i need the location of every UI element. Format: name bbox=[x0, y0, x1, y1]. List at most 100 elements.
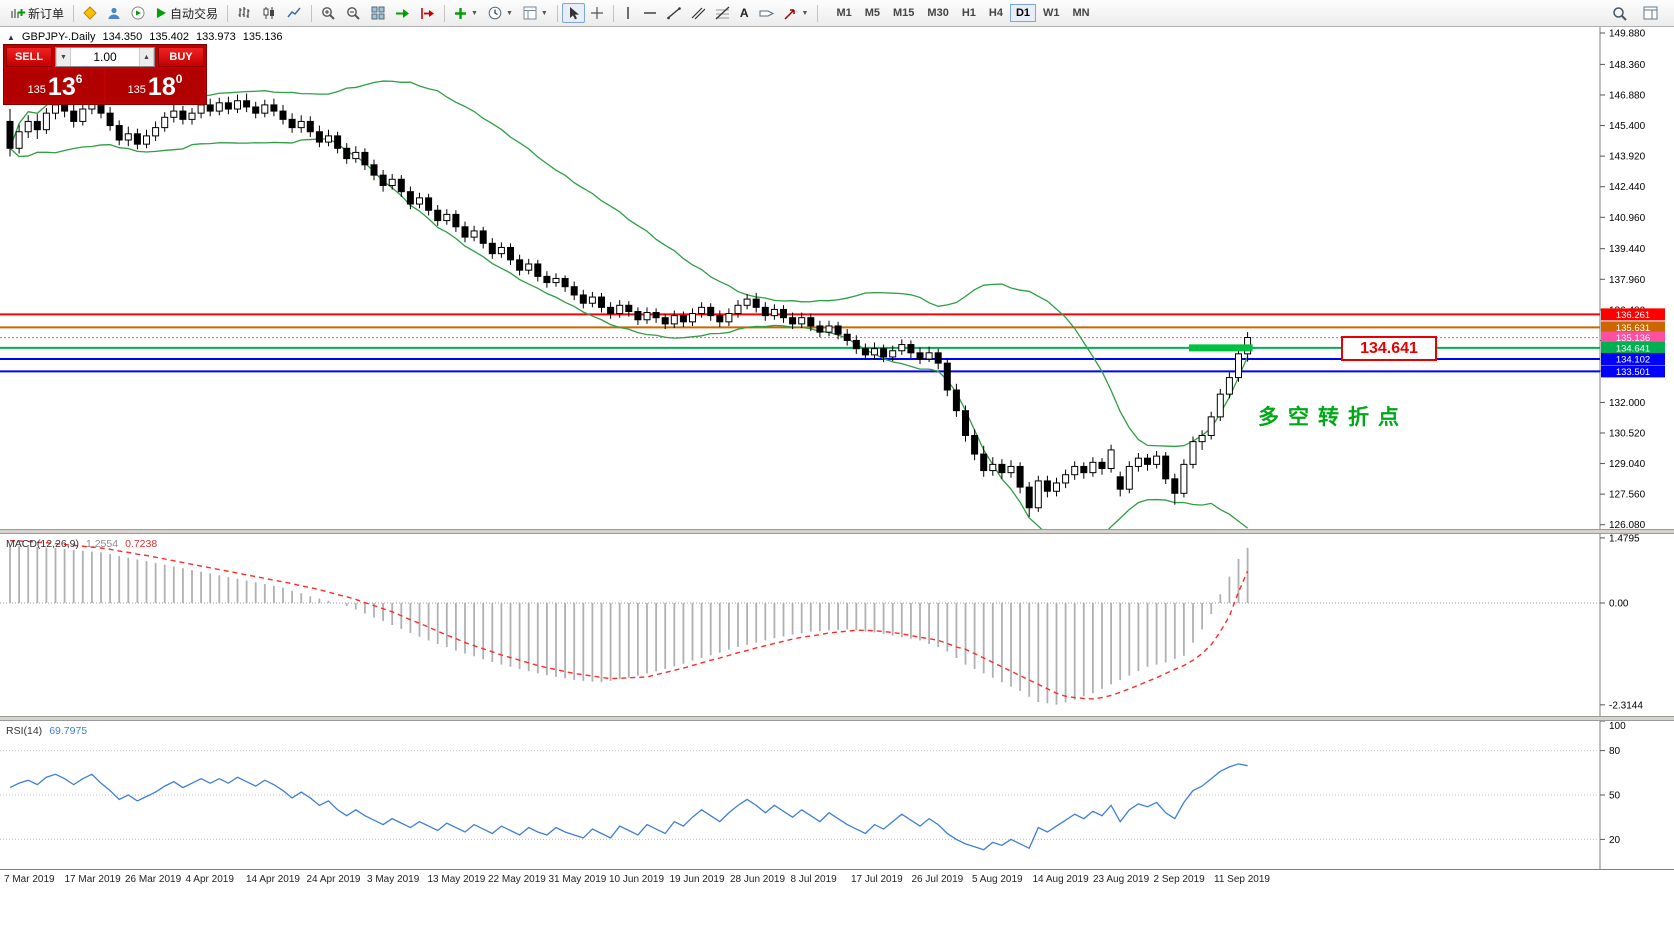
profile-icon bbox=[108, 7, 120, 19]
svg-text:129.040: 129.040 bbox=[1609, 459, 1646, 470]
timeframe-m1[interactable]: M1 bbox=[836, 7, 852, 19]
candles-chart-button[interactable] bbox=[257, 3, 282, 23]
buy-button[interactable]: BUY bbox=[158, 47, 204, 67]
rsi-chart[interactable]: 100 80 50 20 bbox=[0, 721, 1674, 869]
ask-big: 18 bbox=[147, 73, 176, 101]
label-button[interactable] bbox=[754, 4, 779, 23]
zoom-out-button[interactable] bbox=[341, 3, 366, 24]
timeframe-m30[interactable]: M30 bbox=[927, 7, 949, 19]
timeframe-d1[interactable]: D1 bbox=[1009, 4, 1037, 22]
macd-signal-value: 0.7238 bbox=[125, 538, 158, 550]
price-annotation-box[interactable]: 134.641 bbox=[1341, 336, 1437, 361]
timeframe-m5[interactable]: M5 bbox=[864, 7, 881, 19]
rsi-line bbox=[9, 763, 1248, 851]
time-axis-label: 28 Jun 2019 bbox=[730, 874, 786, 885]
autotrade-status-button[interactable] bbox=[126, 3, 150, 23]
chart-shift-button[interactable] bbox=[415, 4, 440, 23]
svg-text:-2.3144: -2.3144 bbox=[1609, 700, 1643, 711]
panel-toggle-icon[interactable]: ▲ bbox=[7, 32, 15, 42]
templates-button[interactable]: ▼ bbox=[518, 3, 553, 23]
pane-separator[interactable] bbox=[0, 716, 1674, 721]
text-button[interactable]: A bbox=[735, 3, 754, 23]
cursor-button[interactable] bbox=[561, 3, 585, 23]
pane-separator[interactable] bbox=[0, 529, 1674, 534]
svg-text:148.360: 148.360 bbox=[1609, 60, 1646, 71]
trendline-icon bbox=[667, 7, 681, 20]
autotrade-button[interactable]: 自动交易 bbox=[150, 2, 223, 25]
svg-text:135.136: 135.136 bbox=[1616, 333, 1650, 344]
indicators-button[interactable]: ▼ bbox=[449, 4, 483, 23]
profile-button[interactable] bbox=[102, 3, 126, 23]
timeframe-mn[interactable]: MN bbox=[1072, 7, 1090, 19]
toolbar-separator bbox=[817, 4, 819, 22]
macd-main-value: 1.2554 bbox=[85, 538, 119, 550]
time-axis-label: 24 Apr 2019 bbox=[306, 874, 361, 885]
time-axis-label: 5 Aug 2019 bbox=[972, 874, 1023, 885]
zoom-out-icon bbox=[347, 6, 360, 20]
ask-price[interactable]: 135 18 0 bbox=[106, 69, 204, 102]
timeframe-w1[interactable]: W1 bbox=[1043, 7, 1060, 19]
price-scale[interactable]: 149.880 148.360 146.880 145.400 143.920 142.4… bbox=[1600, 29, 1646, 530]
time-axis-label: 14 Apr 2019 bbox=[246, 874, 300, 885]
arrow-shape-icon bbox=[783, 8, 795, 20]
macd-label: MACD(12,26,9) 1.2554 0.7238 bbox=[6, 538, 157, 550]
zoom-in-button[interactable] bbox=[316, 3, 341, 24]
svg-text:140.960: 140.960 bbox=[1609, 213, 1646, 224]
macd-chart[interactable]: 1.4795 0.00 -2.3144 bbox=[0, 534, 1674, 716]
time-axis-label: 14 Aug 2019 bbox=[1032, 874, 1089, 885]
bollinger-lower bbox=[9, 138, 1248, 529]
bars-chart-button[interactable] bbox=[232, 3, 257, 23]
time-axis[interactable]: 7 Mar 2019 17 Mar 2019 26 Mar 2019 4 Apr 20… bbox=[0, 869, 1674, 890]
periods-button[interactable]: ▼ bbox=[483, 3, 518, 23]
lot-size-input[interactable]: 1.00 bbox=[93, 50, 117, 64]
new-order-icon bbox=[11, 9, 25, 18]
mql5-button[interactable] bbox=[78, 3, 102, 23]
time-axis-label: 17 Jul 2019 bbox=[851, 874, 903, 885]
clock-icon bbox=[488, 6, 502, 20]
lot-decrease-button[interactable]: ▼ bbox=[56, 48, 71, 66]
new-order-button[interactable]: 新订单 bbox=[5, 2, 69, 25]
vertical-line-button[interactable] bbox=[618, 3, 638, 23]
time-axis-label: 26 Mar 2019 bbox=[125, 874, 182, 885]
chevron-down-icon: ▼ bbox=[471, 9, 478, 17]
timeframe-group: M1 M5 M15 M30 H1 H4 D1 W1 MN bbox=[830, 4, 1095, 22]
line-chart-icon bbox=[287, 7, 301, 18]
price-chart[interactable]: 149.880 148.360 146.880 145.400 143.920 142.4… bbox=[0, 27, 1674, 529]
channel-button[interactable] bbox=[686, 3, 710, 23]
svg-text:132.000: 132.000 bbox=[1609, 398, 1646, 409]
svg-text:149.880: 149.880 bbox=[1609, 29, 1646, 40]
timeframe-m15[interactable]: M15 bbox=[893, 7, 915, 19]
macd-signal-line bbox=[9, 539, 1249, 700]
search-button[interactable] bbox=[1607, 3, 1632, 24]
svg-text:135.631: 135.631 bbox=[1616, 323, 1650, 334]
toolbar-separator bbox=[311, 4, 313, 22]
timeframe-h1[interactable]: H1 bbox=[961, 7, 976, 19]
trade-controls-row: SELL ▼ 1.00 ▲ BUY bbox=[6, 47, 204, 67]
shapes-button[interactable]: ▼ bbox=[779, 4, 814, 23]
fibonacci-button[interactable] bbox=[710, 3, 735, 23]
template-icon bbox=[523, 6, 537, 20]
sell-button[interactable]: SELL bbox=[6, 47, 52, 67]
layout-button[interactable] bbox=[1638, 3, 1663, 24]
text-tool-icon: A bbox=[739, 6, 749, 20]
crosshair-button[interactable] bbox=[585, 3, 609, 23]
auto-scroll-button[interactable] bbox=[390, 4, 415, 23]
lot-increase-button[interactable]: ▲ bbox=[139, 48, 154, 66]
timeframe-h4[interactable]: H4 bbox=[988, 7, 1003, 19]
time-axis-label: 13 May 2019 bbox=[427, 874, 486, 885]
svg-text:126.080: 126.080 bbox=[1609, 520, 1646, 529]
candles bbox=[6, 93, 1252, 518]
chart-header: ▲ GBPJPY-.Daily 134.350 135.402 133.973 … bbox=[7, 31, 283, 43]
bid-price[interactable]: 135 13 6 bbox=[6, 69, 104, 102]
time-axis-label: 7 Mar 2019 bbox=[4, 874, 55, 885]
trendline-button[interactable] bbox=[662, 3, 686, 23]
svg-text:127.560: 127.560 bbox=[1609, 490, 1646, 501]
rsi-pane: 100 80 50 20 bbox=[0, 721, 1674, 869]
horizontal-line-button[interactable] bbox=[638, 5, 662, 21]
toolbar-separator bbox=[444, 4, 446, 22]
svg-text:0.00: 0.00 bbox=[1609, 599, 1629, 610]
line-chart-button[interactable] bbox=[282, 3, 307, 23]
rsi-name: RSI(14) bbox=[6, 725, 43, 737]
tile-windows-button[interactable] bbox=[366, 3, 390, 23]
candles-chart-icon bbox=[263, 7, 275, 19]
